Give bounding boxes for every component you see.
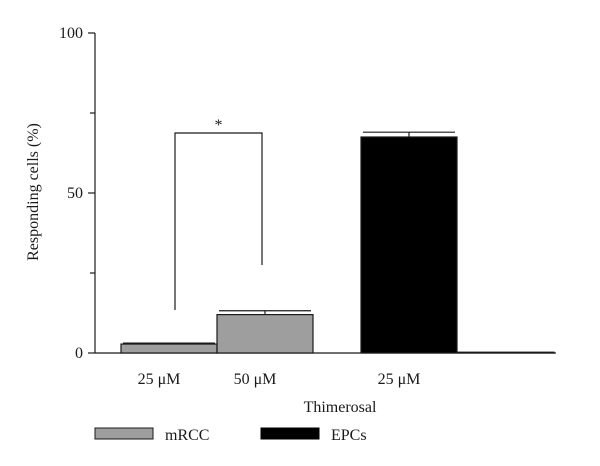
bar-mrcc-0 xyxy=(120,343,218,354)
y-tick-label: 50 xyxy=(67,185,83,202)
bar-epcs-2 xyxy=(360,136,458,354)
y-tick-label: 100 xyxy=(59,25,83,42)
legend-label-epcs: EPCs xyxy=(331,427,367,444)
x-tick-label: 50 μM xyxy=(234,371,277,388)
x-axis-label: Thimerosal xyxy=(304,399,377,416)
significance-star: * xyxy=(215,117,223,134)
legend: mRCC EPCs xyxy=(94,427,367,444)
y-axis-label: Responding cells (%) xyxy=(25,123,42,261)
y-tick-label: 0 xyxy=(75,345,83,362)
bars xyxy=(120,131,555,354)
legend-label-mrcc: mRCC xyxy=(165,427,209,444)
significance-annotation: * xyxy=(174,117,263,310)
bar-mrcc-1 xyxy=(216,314,314,354)
x-tick-label: 25 μM xyxy=(378,371,421,388)
legend-swatch-epcs xyxy=(260,427,320,440)
bar-epcs-3 xyxy=(457,351,555,354)
significance-bracket xyxy=(174,132,263,310)
x-tick-label: 25 μM xyxy=(138,371,181,388)
legend-swatch-mrcc xyxy=(94,427,154,440)
